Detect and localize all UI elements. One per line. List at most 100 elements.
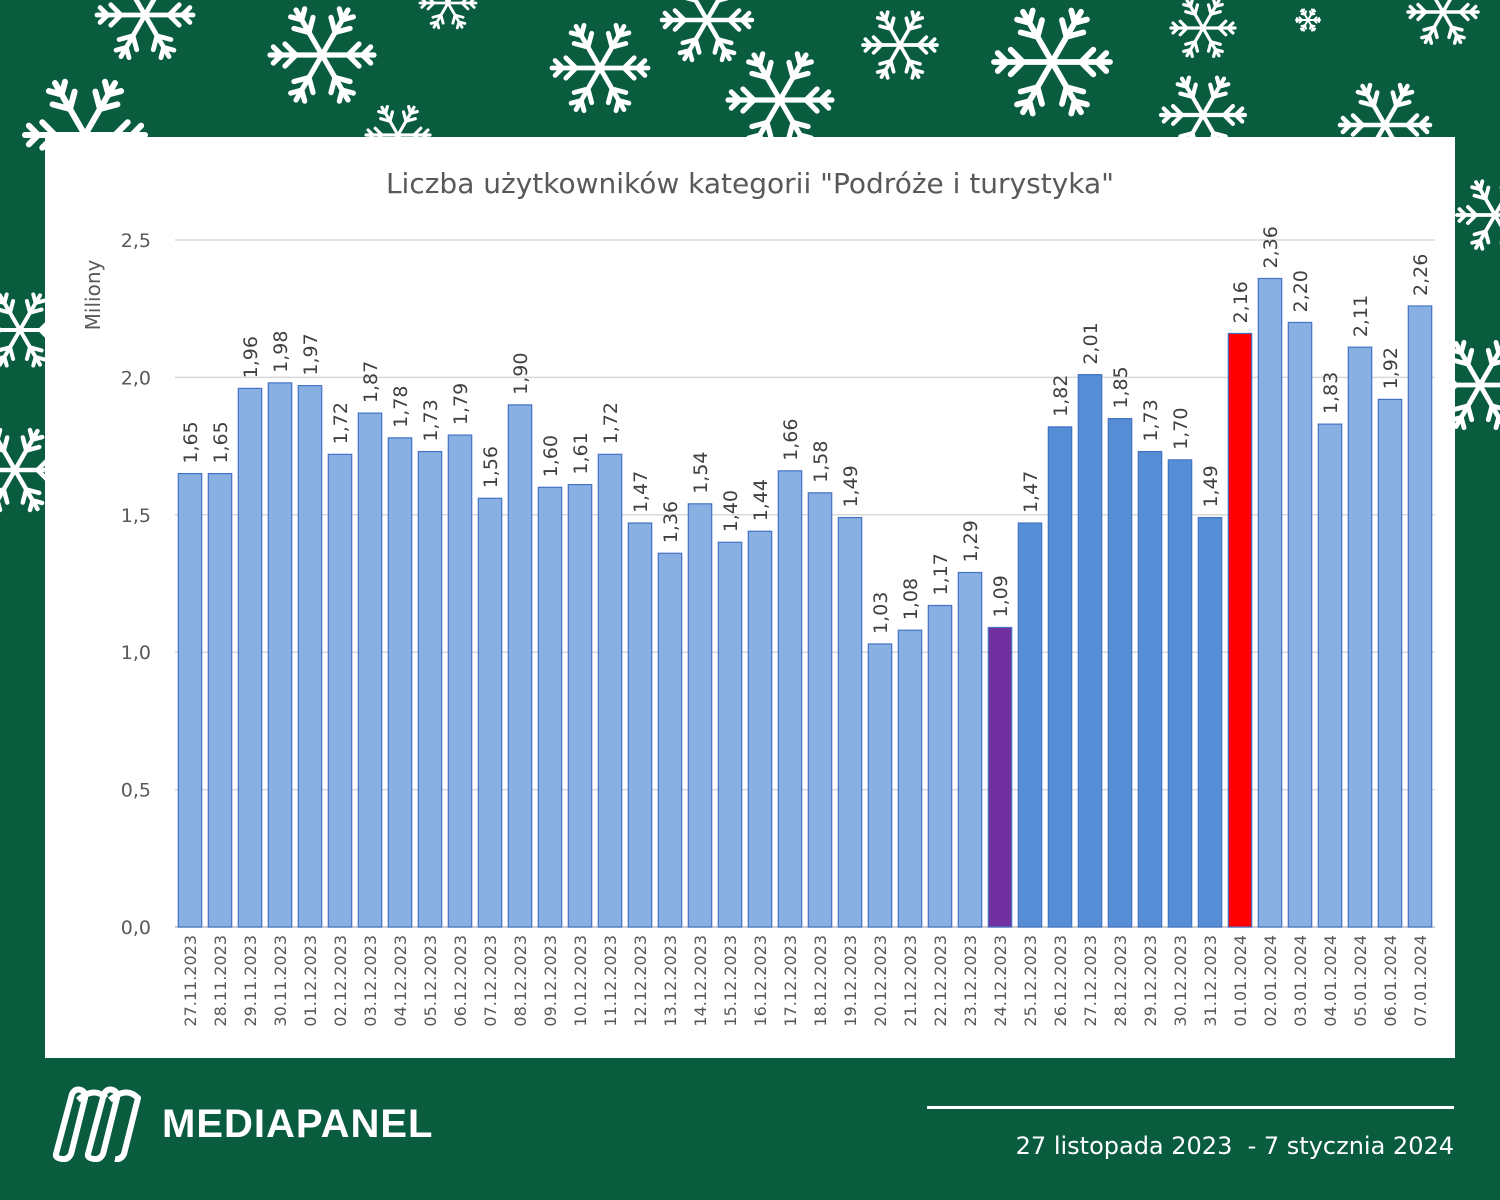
bar: [1257, 277, 1283, 928]
x-tick-label: 30.11.2023: [271, 935, 290, 1027]
y-axis-label: Miliony: [81, 260, 105, 331]
x-tick-label: 14.12.2023: [691, 935, 710, 1027]
x-tick-label: 25.12.2023: [1021, 935, 1040, 1027]
bar: [927, 604, 953, 928]
bar: [597, 453, 623, 928]
bar: [897, 629, 923, 928]
chart-title: Liczba użytkowników kategorii "Podróże i…: [386, 167, 1114, 200]
data-label: 1,73: [420, 399, 442, 441]
data-label: 1,60: [540, 435, 562, 477]
x-tick-label: 10.12.2023: [571, 935, 590, 1027]
snowflake-icon: [94, 0, 196, 61]
x-tick-label: 16.12.2023: [751, 935, 770, 1027]
data-label: 2,01: [1080, 322, 1102, 364]
data-label: 1,78: [390, 386, 412, 428]
x-tick-label: 22.12.2023: [931, 935, 950, 1027]
x-tick-label: 07.12.2023: [481, 935, 500, 1027]
x-tick-label: 31.12.2023: [1201, 935, 1220, 1027]
bar: [1197, 516, 1223, 928]
data-label: 1,47: [630, 471, 652, 513]
bar: [1287, 321, 1313, 928]
data-label: 1,40: [720, 490, 742, 532]
x-tick-label: 02.01.2024: [1261, 935, 1280, 1027]
data-label: 1,73: [1140, 399, 1162, 441]
chart-card: Liczba użytkowników kategorii "Podróże i…: [45, 137, 1455, 1058]
bar-chart: Liczba użytkowników kategorii "Podróże i…: [81, 167, 1435, 1027]
x-tick-label: 26.12.2023: [1051, 935, 1070, 1027]
x-tick-label: 30.12.2023: [1171, 935, 1190, 1027]
snowflake-icon: [267, 6, 377, 104]
x-tick-label: 05.12.2023: [421, 935, 440, 1027]
bar: [1167, 459, 1193, 928]
mediapanel-logo-icon: [52, 1086, 141, 1162]
x-tick-label: 03.12.2023: [361, 935, 380, 1027]
y-tick-label: 1,5: [121, 505, 151, 527]
x-tick-label: 21.12.2023: [901, 935, 920, 1027]
data-label: 1,36: [660, 501, 682, 543]
bar: [387, 437, 413, 928]
snowflake-icon: [418, 0, 478, 30]
data-label: 1,65: [210, 421, 232, 463]
data-label: 1,72: [330, 402, 352, 444]
x-tick-label: 18.12.2023: [811, 935, 830, 1027]
x-tick-label: 27.12.2023: [1081, 935, 1100, 1027]
data-label: 1,54: [690, 451, 712, 493]
bar: [687, 503, 713, 928]
bar: [1107, 418, 1133, 928]
data-label: 1,70: [1170, 408, 1192, 450]
x-tick-label: 04.01.2024: [1321, 935, 1340, 1027]
y-tick-label: 2,0: [121, 367, 151, 389]
bar: [837, 516, 863, 928]
x-tick-label: 13.12.2023: [661, 935, 680, 1027]
bar: [1407, 305, 1433, 928]
x-tick-label: 06.12.2023: [451, 935, 470, 1027]
data-label: 1,29: [960, 520, 982, 562]
bar: [747, 530, 773, 928]
x-tick-label: 12.12.2023: [631, 935, 650, 1027]
x-tick-label: 19.12.2023: [841, 935, 860, 1027]
y-tick-label: 0,0: [121, 917, 151, 939]
bar: [567, 483, 593, 928]
data-label: 1,61: [570, 432, 592, 474]
bar: [1047, 426, 1073, 928]
y-tick-label: 0,5: [121, 780, 151, 802]
data-label: 2,11: [1350, 295, 1372, 337]
bar: [627, 522, 653, 928]
data-label: 1,82: [1050, 375, 1072, 417]
data-label: 1,96: [240, 336, 262, 378]
data-label: 1,90: [510, 353, 532, 395]
x-tick-label: 23.12.2023: [961, 935, 980, 1027]
x-tick-label: 11.12.2023: [601, 935, 620, 1027]
data-label: 1,17: [930, 553, 952, 595]
bar: [657, 552, 683, 928]
x-tick-label: 15.12.2023: [721, 935, 740, 1027]
bar: [777, 470, 803, 928]
bar: [207, 472, 233, 928]
data-label: 1,56: [480, 446, 502, 488]
x-tick-label: 01.12.2023: [301, 935, 320, 1027]
y-tick-label: 1,0: [121, 642, 151, 664]
bar: [1317, 423, 1343, 928]
bar: [957, 571, 983, 928]
snowflake-icon: [1429, 339, 1500, 431]
snowflake-icon: [1169, 0, 1237, 59]
data-label: 1,72: [600, 402, 622, 444]
bar: [867, 643, 893, 928]
bar: [1377, 398, 1403, 928]
snowflake-icon: [991, 7, 1113, 117]
data-label: 1,58: [810, 441, 832, 483]
bar: [537, 486, 563, 928]
x-tick-label: 24.12.2023: [991, 935, 1010, 1027]
data-label: 1,47: [1020, 471, 1042, 513]
data-label: 1,49: [840, 465, 862, 507]
x-tick-label: 03.01.2024: [1291, 935, 1310, 1027]
date-range: 27 listopada 2023 - 7 stycznia 2024: [1015, 1132, 1454, 1160]
data-label: 1,49: [1200, 465, 1222, 507]
data-label: 1,08: [900, 578, 922, 620]
x-tick-label: 20.12.2023: [871, 935, 890, 1027]
data-label: 1,97: [300, 333, 322, 375]
bar: [177, 472, 203, 928]
x-tick-label: 28.11.2023: [211, 935, 230, 1027]
x-tick-label: 29.11.2023: [241, 935, 260, 1027]
